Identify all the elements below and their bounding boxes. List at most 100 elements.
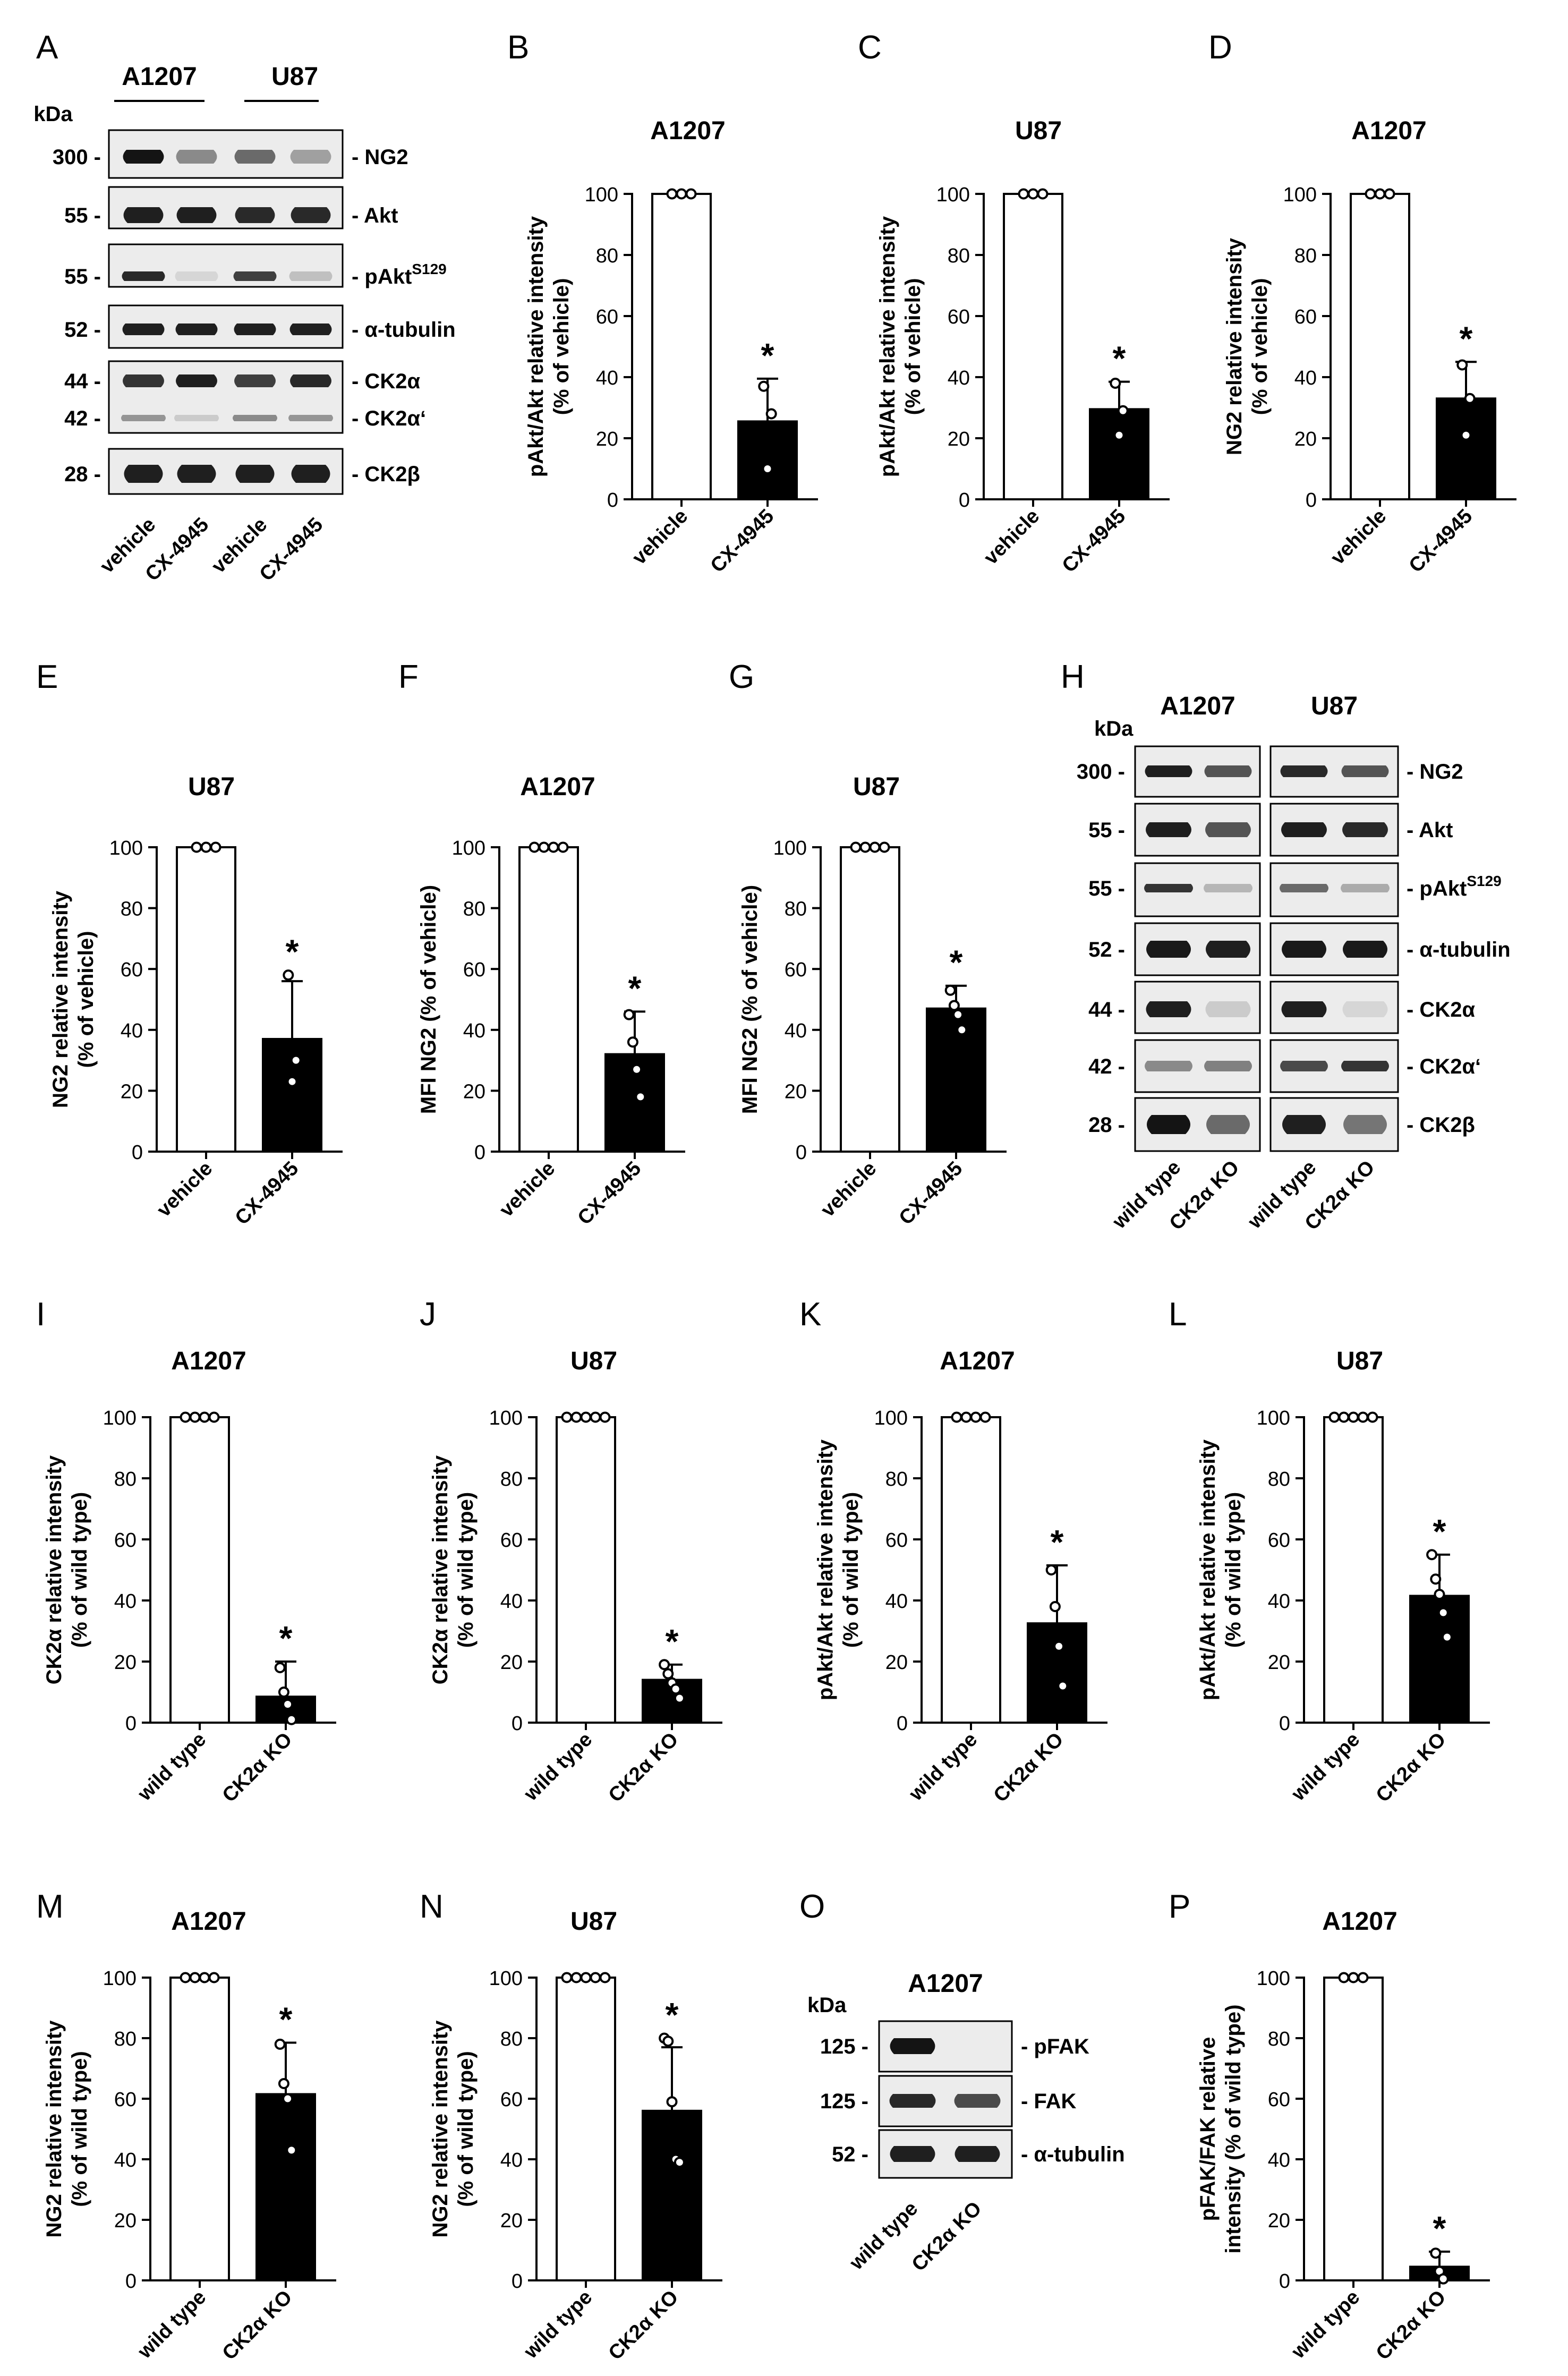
blot-band bbox=[1343, 941, 1387, 958]
blot-band bbox=[1341, 884, 1390, 892]
significance-marker: * bbox=[1433, 1512, 1446, 1551]
y-tick-label: 40 bbox=[596, 367, 618, 389]
blot-band bbox=[235, 465, 275, 483]
data-point bbox=[666, 2096, 678, 2108]
blot-band bbox=[1144, 884, 1193, 892]
blot-membrane bbox=[108, 360, 344, 434]
kda-marker: 52 - bbox=[64, 318, 101, 342]
blot-band bbox=[1281, 822, 1327, 837]
data-point bbox=[850, 841, 862, 853]
panel-letter-C: C bbox=[858, 29, 882, 66]
y-tick-label: 80 bbox=[114, 2028, 137, 2050]
bar-control bbox=[651, 193, 712, 500]
protein-label: - Akt bbox=[1407, 819, 1453, 842]
y-tick-label: 0 bbox=[796, 1142, 807, 1164]
significance-marker: * bbox=[1113, 339, 1126, 378]
blot-band bbox=[1146, 941, 1191, 958]
y-tick-label: 20 bbox=[463, 1080, 485, 1103]
blot-band bbox=[1147, 1115, 1190, 1134]
y-tick-label: 100 bbox=[874, 1407, 908, 1429]
y-tick-label: 100 bbox=[773, 837, 807, 859]
data-point bbox=[979, 1411, 991, 1423]
data-point bbox=[1460, 429, 1472, 441]
chart-title: A1207 bbox=[171, 1347, 246, 1375]
y-tick-label: 80 bbox=[785, 898, 807, 921]
y-axis-label-line: NG2 relative intensity bbox=[49, 890, 72, 1108]
blot-band bbox=[1342, 1001, 1388, 1017]
y-tick-label: 80 bbox=[463, 898, 485, 921]
y-tick-label: 60 bbox=[596, 306, 618, 328]
data-point bbox=[1057, 1680, 1069, 1692]
significance-marker: * bbox=[1051, 1523, 1064, 1561]
data-point bbox=[666, 188, 678, 200]
panel-letter-A: A bbox=[36, 29, 58, 66]
blot-band bbox=[176, 374, 217, 387]
bar-chart-J: U87 0 20 40 60 80 100 CK2α relative intensity (%… bbox=[429, 1347, 722, 1807]
data-point bbox=[286, 1714, 297, 1725]
blot-band bbox=[233, 271, 277, 281]
data-point bbox=[1110, 378, 1121, 389]
panel-letter-G: G bbox=[729, 659, 754, 695]
chart-title: A1207 bbox=[650, 117, 725, 145]
kda-marker: 300 - bbox=[53, 146, 101, 169]
protein-superscript: S129 bbox=[1467, 873, 1501, 889]
data-point bbox=[529, 841, 540, 853]
x-tick-label: vehicle bbox=[980, 505, 1044, 569]
y-tick-label: 0 bbox=[1306, 489, 1317, 512]
y-tick-label: 0 bbox=[125, 2270, 137, 2293]
data-point bbox=[1328, 1411, 1340, 1423]
bar-chart-K: A1207 0 20 40 60 80 100 pAkt/Akt relative inten… bbox=[814, 1347, 1107, 1807]
panel-letter-K: K bbox=[799, 1296, 821, 1333]
x-tick-label: CX-4945 bbox=[1058, 505, 1130, 577]
blot-band bbox=[235, 207, 275, 223]
y-tick-label: 40 bbox=[114, 1590, 137, 1613]
x-tick-label: CK2α KO bbox=[604, 2286, 683, 2365]
data-point bbox=[758, 380, 770, 392]
x-tick-label: CK2α KO bbox=[1372, 1728, 1451, 1807]
data-point bbox=[765, 408, 777, 420]
y-tick-label: 80 bbox=[1268, 2028, 1290, 2050]
blot-band bbox=[289, 323, 332, 335]
y-axis-label: CK2α relative intensity (% of wild type) bbox=[42, 1455, 91, 1684]
data-point bbox=[278, 1687, 289, 1698]
data-point bbox=[189, 1972, 201, 1983]
protein-label: - CK2β bbox=[352, 463, 420, 486]
y-axis-label-line: intensity (% of wild type) bbox=[1222, 2005, 1245, 2254]
data-point bbox=[960, 1411, 972, 1423]
y-tick-label: 80 bbox=[121, 898, 143, 921]
y-tick-label: 100 bbox=[103, 1968, 137, 1990]
data-point bbox=[561, 1972, 573, 1983]
y-tick-label: 20 bbox=[785, 1080, 807, 1103]
y-tick-label: 100 bbox=[1257, 1968, 1290, 1990]
y-tick-label: 20 bbox=[885, 1651, 908, 1674]
data-point bbox=[282, 1699, 294, 1710]
y-axis-label: pAkt/Akt relative intensity (% of vehicle… bbox=[524, 216, 573, 477]
y-axis-label-line: pAkt/Akt relative intensity bbox=[814, 1439, 837, 1700]
blot-band bbox=[290, 374, 331, 387]
data-point bbox=[859, 841, 871, 853]
y-axis-label-line: pAkt/Akt relative intensity bbox=[1196, 1439, 1220, 1700]
kda-marker: 44 - bbox=[64, 370, 101, 393]
y-axis-label-line: (% of vehicle) bbox=[1248, 278, 1272, 415]
data-point bbox=[1437, 2273, 1449, 2285]
y-axis-label-line: NG2 relative intensity bbox=[42, 2020, 66, 2238]
y-axis-label: CK2α relative intensity (% of wild type) bbox=[429, 1455, 478, 1684]
x-tick-label: vehicle bbox=[628, 505, 693, 569]
blot-band bbox=[234, 323, 276, 335]
blot-band bbox=[233, 415, 277, 421]
data-point bbox=[956, 1024, 968, 1036]
blot-band bbox=[234, 374, 276, 387]
data-point bbox=[189, 1411, 201, 1423]
panel-letter-I: I bbox=[36, 1296, 45, 1333]
x-tick-label: wild type bbox=[905, 1728, 982, 1806]
kda-marker: 42 - bbox=[64, 407, 101, 430]
panel-letter-P: P bbox=[1169, 1888, 1190, 1925]
y-tick-label: 0 bbox=[1279, 2270, 1290, 2293]
data-point bbox=[580, 1411, 592, 1423]
data-point bbox=[1430, 1573, 1442, 1585]
protein-label: - α-tubulin bbox=[352, 318, 456, 342]
blot-band bbox=[954, 2094, 1001, 2108]
y-axis-label-line: pAkt/Akt relative intensity bbox=[524, 216, 548, 477]
data-point bbox=[561, 1411, 573, 1423]
significance-marker: * bbox=[950, 943, 963, 982]
